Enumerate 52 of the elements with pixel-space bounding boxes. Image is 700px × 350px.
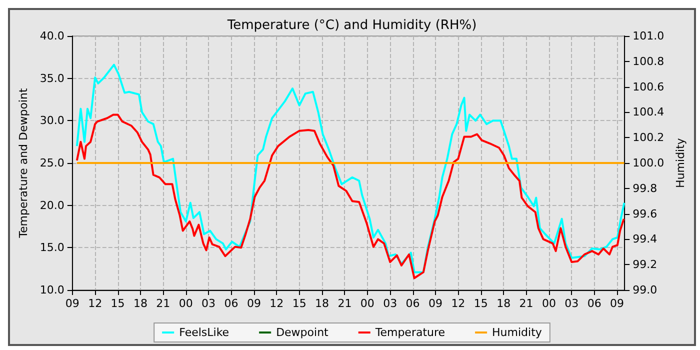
y-tick-label: 35.0 (40, 72, 64, 85)
x-tick-label: 18 (315, 297, 330, 310)
x-tick-label: 12 (451, 297, 466, 310)
x-tick-label: 00 (542, 297, 556, 310)
y2-tick-label: 99.0 (632, 284, 658, 296)
legend-label: Dewpoint (276, 326, 330, 339)
x-tick-label: 09 (246, 297, 261, 310)
line-series (76, 114, 625, 280)
y2-tick-label: 100.6 (632, 80, 664, 94)
x-tick-label: 03 (202, 297, 216, 310)
y-tick-label: 10.0 (40, 284, 64, 296)
x-tick-label: 03 (383, 297, 398, 310)
legend-label: Temperature (374, 326, 446, 339)
x-tick-label: 06 (587, 297, 602, 310)
y2-tick-label: 100.2 (632, 131, 664, 144)
legend-label: Humidity (492, 326, 542, 339)
y-tick-label: 30.0 (40, 114, 64, 128)
x-tick-label: 12 (88, 297, 102, 310)
x-tick-label: 15 (292, 297, 306, 310)
y-tick-label: 20.0 (40, 198, 64, 212)
y2-tick-label: 99.8 (632, 182, 658, 195)
x-tick-label: 15 (110, 297, 125, 310)
x-tick-label: 21 (156, 297, 170, 310)
x-tick-label: 18 (133, 297, 148, 310)
chart-title: Temperature (°C) and Humidity (RH%) (226, 18, 477, 33)
y2-tick-label: 99.6 (632, 207, 658, 220)
y-axis-title: Temperature and Dewpoint (17, 87, 30, 239)
y-tick-label: 15.0 (40, 241, 64, 254)
x-tick-label: 15 (474, 297, 488, 310)
y2-tick-label: 99.2 (632, 258, 658, 272)
y2-axis-title: Humidity (674, 138, 687, 188)
x-tick-label: 09 (428, 297, 442, 310)
x-tick-label: 09 (610, 297, 624, 310)
y2-tick-label: 100.0 (632, 156, 664, 170)
y2-tick-label: 100.4 (632, 106, 664, 119)
x-tick-label: 00 (360, 297, 374, 310)
x-tick-label: 18 (496, 297, 511, 310)
y-tick-label: 40.0 (40, 30, 64, 42)
x-tick-label: 09 (65, 297, 80, 310)
y2-tick-label: 100.8 (632, 54, 664, 68)
x-tick-label: 21 (519, 297, 534, 310)
y-tick-label: 25.0 (40, 156, 64, 170)
x-tick-label: 06 (406, 297, 420, 310)
x-tick-label: 06 (224, 297, 238, 310)
y2-tick-label: 99.4 (632, 232, 658, 246)
legend-label: FeelsLike (179, 326, 230, 339)
x-tick-label: 00 (178, 297, 193, 310)
x-tick-label: 03 (564, 297, 579, 310)
x-tick-label: 12 (270, 297, 284, 310)
line-series (76, 64, 626, 274)
y2-tick-label: 101.0 (632, 30, 664, 42)
x-tick-label: 21 (338, 297, 352, 310)
